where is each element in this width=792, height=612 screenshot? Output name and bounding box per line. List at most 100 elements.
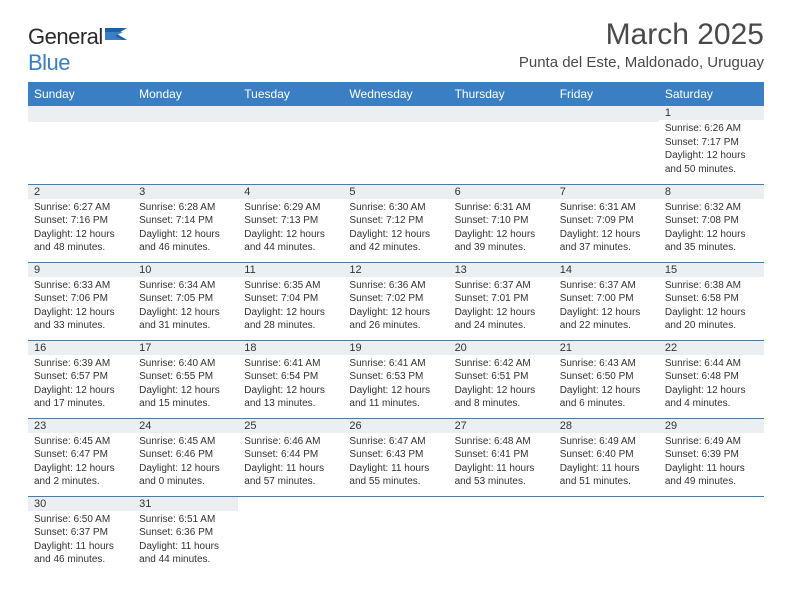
sunset-line: Sunset: 7:12 PM — [349, 214, 442, 228]
day-details: Sunrise: 6:30 AMSunset: 7:12 PMDaylight:… — [343, 199, 448, 259]
day-details: Sunrise: 6:37 AMSunset: 7:01 PMDaylight:… — [449, 277, 554, 337]
sunset-line: Sunset: 7:16 PM — [34, 214, 127, 228]
calendar-row: 23Sunrise: 6:45 AMSunset: 6:47 PMDayligh… — [28, 418, 764, 496]
daylight-line: Daylight: 12 hours and 48 minutes. — [34, 228, 127, 255]
title-block: March 2025 Punta del Este, Maldonado, Ur… — [519, 18, 764, 71]
day-details: Sunrise: 6:31 AMSunset: 7:09 PMDaylight:… — [554, 199, 659, 259]
sunrise-line: Sunrise: 6:43 AM — [560, 357, 653, 371]
day-cell: 28Sunrise: 6:49 AMSunset: 6:40 PMDayligh… — [554, 418, 659, 496]
calendar-row: 30Sunrise: 6:50 AMSunset: 6:37 PMDayligh… — [28, 496, 764, 574]
day-cell: 17Sunrise: 6:40 AMSunset: 6:55 PMDayligh… — [133, 340, 238, 418]
empty-cell — [554, 496, 659, 574]
header: GeneralBlue March 2025 Punta del Este, M… — [28, 18, 764, 76]
day-cell: 5Sunrise: 6:30 AMSunset: 7:12 PMDaylight… — [343, 184, 448, 262]
weekday-header: Saturday — [659, 82, 764, 106]
day-number: 24 — [133, 419, 238, 433]
day-number: 16 — [28, 341, 133, 355]
day-details: Sunrise: 6:49 AMSunset: 6:39 PMDaylight:… — [659, 433, 764, 493]
daylight-line: Daylight: 12 hours and 50 minutes. — [665, 149, 758, 176]
day-cell: 7Sunrise: 6:31 AMSunset: 7:09 PMDaylight… — [554, 184, 659, 262]
empty-cell — [133, 106, 238, 184]
sunset-line: Sunset: 7:04 PM — [244, 292, 337, 306]
sunset-line: Sunset: 7:05 PM — [139, 292, 232, 306]
day-cell: 8Sunrise: 6:32 AMSunset: 7:08 PMDaylight… — [659, 184, 764, 262]
day-number: 29 — [659, 419, 764, 433]
sunrise-line: Sunrise: 6:32 AM — [665, 201, 758, 215]
day-number: 31 — [133, 497, 238, 511]
empty-cell — [449, 106, 554, 184]
calendar-table: Sunday Monday Tuesday Wednesday Thursday… — [28, 82, 764, 574]
day-number: 8 — [659, 185, 764, 199]
sunset-line: Sunset: 7:14 PM — [139, 214, 232, 228]
empty-cell — [554, 106, 659, 184]
sunset-line: Sunset: 6:55 PM — [139, 370, 232, 384]
day-number: 25 — [238, 419, 343, 433]
day-cell: 11Sunrise: 6:35 AMSunset: 7:04 PMDayligh… — [238, 262, 343, 340]
daylight-line: Daylight: 11 hours and 51 minutes. — [560, 462, 653, 489]
location: Punta del Este, Maldonado, Uruguay — [519, 54, 764, 71]
sunset-line: Sunset: 6:58 PM — [665, 292, 758, 306]
day-number: 21 — [554, 341, 659, 355]
sunrise-line: Sunrise: 6:48 AM — [455, 435, 548, 449]
sunset-line: Sunset: 7:02 PM — [349, 292, 442, 306]
day-number: 20 — [449, 341, 554, 355]
weekday-header: Sunday — [28, 82, 133, 106]
empty-cell — [238, 496, 343, 574]
daylight-line: Daylight: 12 hours and 46 minutes. — [139, 228, 232, 255]
daylight-line: Daylight: 12 hours and 35 minutes. — [665, 228, 758, 255]
sunset-line: Sunset: 7:10 PM — [455, 214, 548, 228]
sunset-line: Sunset: 6:44 PM — [244, 448, 337, 462]
daylight-line: Daylight: 11 hours and 44 minutes. — [139, 540, 232, 567]
empty-cell — [449, 496, 554, 574]
day-number: 1 — [659, 106, 764, 120]
day-number: 23 — [28, 419, 133, 433]
sunset-line: Sunset: 7:17 PM — [665, 136, 758, 150]
day-number: 15 — [659, 263, 764, 277]
sunset-line: Sunset: 6:51 PM — [455, 370, 548, 384]
sunset-line: Sunset: 7:01 PM — [455, 292, 548, 306]
empty-day-bar — [554, 106, 659, 122]
day-details: Sunrise: 6:28 AMSunset: 7:14 PMDaylight:… — [133, 199, 238, 259]
day-details: Sunrise: 6:40 AMSunset: 6:55 PMDaylight:… — [133, 355, 238, 415]
sunset-line: Sunset: 6:50 PM — [560, 370, 653, 384]
weekday-header: Monday — [133, 82, 238, 106]
day-details: Sunrise: 6:45 AMSunset: 6:47 PMDaylight:… — [28, 433, 133, 493]
sunrise-line: Sunrise: 6:31 AM — [455, 201, 548, 215]
day-cell: 15Sunrise: 6:38 AMSunset: 6:58 PMDayligh… — [659, 262, 764, 340]
logo: GeneralBlue — [28, 24, 131, 76]
empty-cell — [238, 106, 343, 184]
day-number: 22 — [659, 341, 764, 355]
day-details: Sunrise: 6:44 AMSunset: 6:48 PMDaylight:… — [659, 355, 764, 415]
day-cell: 20Sunrise: 6:42 AMSunset: 6:51 PMDayligh… — [449, 340, 554, 418]
day-cell: 25Sunrise: 6:46 AMSunset: 6:44 PMDayligh… — [238, 418, 343, 496]
sunset-line: Sunset: 6:36 PM — [139, 526, 232, 540]
daylight-line: Daylight: 12 hours and 28 minutes. — [244, 306, 337, 333]
month-title: March 2025 — [519, 18, 764, 52]
sunrise-line: Sunrise: 6:51 AM — [139, 513, 232, 527]
sunrise-line: Sunrise: 6:40 AM — [139, 357, 232, 371]
day-number: 3 — [133, 185, 238, 199]
day-cell: 6Sunrise: 6:31 AMSunset: 7:10 PMDaylight… — [449, 184, 554, 262]
sunset-line: Sunset: 6:40 PM — [560, 448, 653, 462]
sunset-line: Sunset: 6:57 PM — [34, 370, 127, 384]
sunset-line: Sunset: 6:46 PM — [139, 448, 232, 462]
day-cell: 14Sunrise: 6:37 AMSunset: 7:00 PMDayligh… — [554, 262, 659, 340]
day-cell: 18Sunrise: 6:41 AMSunset: 6:54 PMDayligh… — [238, 340, 343, 418]
sunset-line: Sunset: 6:41 PM — [455, 448, 548, 462]
sunset-line: Sunset: 6:48 PM — [665, 370, 758, 384]
sunrise-line: Sunrise: 6:39 AM — [34, 357, 127, 371]
day-details: Sunrise: 6:48 AMSunset: 6:41 PMDaylight:… — [449, 433, 554, 493]
day-details: Sunrise: 6:39 AMSunset: 6:57 PMDaylight:… — [28, 355, 133, 415]
calendar-row: 1Sunrise: 6:26 AMSunset: 7:17 PMDaylight… — [28, 106, 764, 184]
day-cell: 10Sunrise: 6:34 AMSunset: 7:05 PMDayligh… — [133, 262, 238, 340]
calendar-row: 9Sunrise: 6:33 AMSunset: 7:06 PMDaylight… — [28, 262, 764, 340]
flag-icon — [105, 24, 131, 50]
day-number: 9 — [28, 263, 133, 277]
empty-day-bar — [238, 106, 343, 122]
day-number: 26 — [343, 419, 448, 433]
sunrise-line: Sunrise: 6:41 AM — [244, 357, 337, 371]
sunrise-line: Sunrise: 6:31 AM — [560, 201, 653, 215]
sunrise-line: Sunrise: 6:41 AM — [349, 357, 442, 371]
day-cell: 30Sunrise: 6:50 AMSunset: 6:37 PMDayligh… — [28, 496, 133, 574]
daylight-line: Daylight: 12 hours and 20 minutes. — [665, 306, 758, 333]
